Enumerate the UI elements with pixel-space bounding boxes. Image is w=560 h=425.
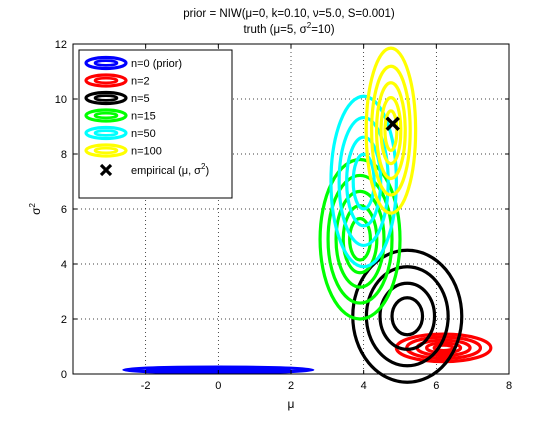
contour-ellipse — [378, 281, 437, 351]
contour-series — [318, 157, 402, 321]
y-axis-label: σ2 — [28, 203, 43, 215]
y-tick-label: 2 — [61, 314, 67, 326]
contour-ellipse — [364, 46, 418, 215]
x-tick-label: 6 — [433, 380, 439, 392]
contour-ellipse — [383, 109, 399, 153]
legend-item: n=2 — [84, 73, 150, 88]
legend-swatch — [84, 55, 128, 71]
y-tick-label: 10 — [55, 94, 67, 106]
legend-swatch — [84, 73, 128, 88]
x-tick-label: 8 — [506, 380, 512, 392]
legend-label: empirical (μ, σ2) — [131, 162, 209, 177]
legend-item: n=50 — [84, 125, 156, 141]
legend-label: n=100 — [131, 146, 162, 158]
contour-ellipse — [334, 189, 386, 289]
x-tick-label: 4 — [361, 380, 367, 392]
y-tick-label: 4 — [61, 259, 67, 271]
legend-swatch — [84, 108, 128, 123]
legend-label: n=0 (prior) — [131, 58, 182, 70]
x-tick-label: 0 — [215, 380, 221, 392]
x-tick-label: 2 — [288, 380, 294, 392]
legend-label: n=2 — [131, 76, 150, 88]
x-tick-label: -2 — [141, 380, 151, 392]
legend: n=0 (prior) n=2 n=5 n=15 n=50 n=100 empirical … — [78, 49, 233, 199]
y-tick-label: 8 — [61, 149, 67, 161]
legend-marker — [99, 163, 113, 177]
contour-ellipse — [374, 81, 407, 181]
contour-series — [364, 46, 418, 215]
contour-ellipse — [432, 343, 455, 353]
legend-item: n=15 — [84, 108, 156, 123]
x-axis-label: μ — [288, 397, 295, 411]
contour-ellipse — [337, 115, 390, 248]
legend-swatch — [93, 111, 119, 120]
contours — [122, 46, 493, 384]
legend-label: n=15 — [131, 111, 156, 123]
contour-ellipse — [351, 152, 376, 211]
legend-swatch — [93, 146, 119, 155]
contour-ellipse — [370, 64, 412, 197]
chart-title-line1: prior = NIW(μ=0, k=0.10, ν=5.0, S=0.001) — [183, 8, 395, 20]
legend-swatch — [93, 94, 119, 102]
axis-ticks: -2 0 2 4 6 8 0 2 4 6 8 10 12 — [55, 39, 512, 392]
contour-ellipse — [379, 96, 403, 166]
contour-ellipse — [326, 173, 394, 305]
legend-swatch — [84, 90, 128, 106]
legend-label: n=5 — [131, 93, 150, 105]
contour-ellipse — [329, 94, 398, 269]
legend-swatch — [84, 143, 128, 158]
legend-item: n=0 (prior) — [84, 55, 182, 71]
legend-swatch — [84, 125, 128, 141]
contour-ellipse — [390, 296, 425, 337]
legend-swatch — [93, 76, 119, 85]
legend-item: n=5 — [84, 90, 150, 106]
legend-swatch — [93, 59, 119, 67]
contour-ellipse — [348, 216, 373, 262]
legend-swatch — [93, 129, 119, 137]
y-tick-label: 6 — [61, 204, 67, 216]
legend-label: n=50 — [131, 128, 156, 140]
empirical-marker — [385, 116, 400, 131]
y-tick-label: 0 — [61, 369, 67, 381]
legend-item-empirical: empirical (μ, σ2) — [99, 162, 209, 177]
y-tick-label: 12 — [55, 39, 67, 51]
empirical-marker-group — [385, 116, 400, 131]
contour-ellipse — [364, 265, 450, 368]
legend-item: n=100 — [84, 143, 162, 158]
contour-ellipse — [318, 157, 402, 321]
chart-title-line2: truth (μ=5, σ2=10) — [243, 21, 334, 36]
